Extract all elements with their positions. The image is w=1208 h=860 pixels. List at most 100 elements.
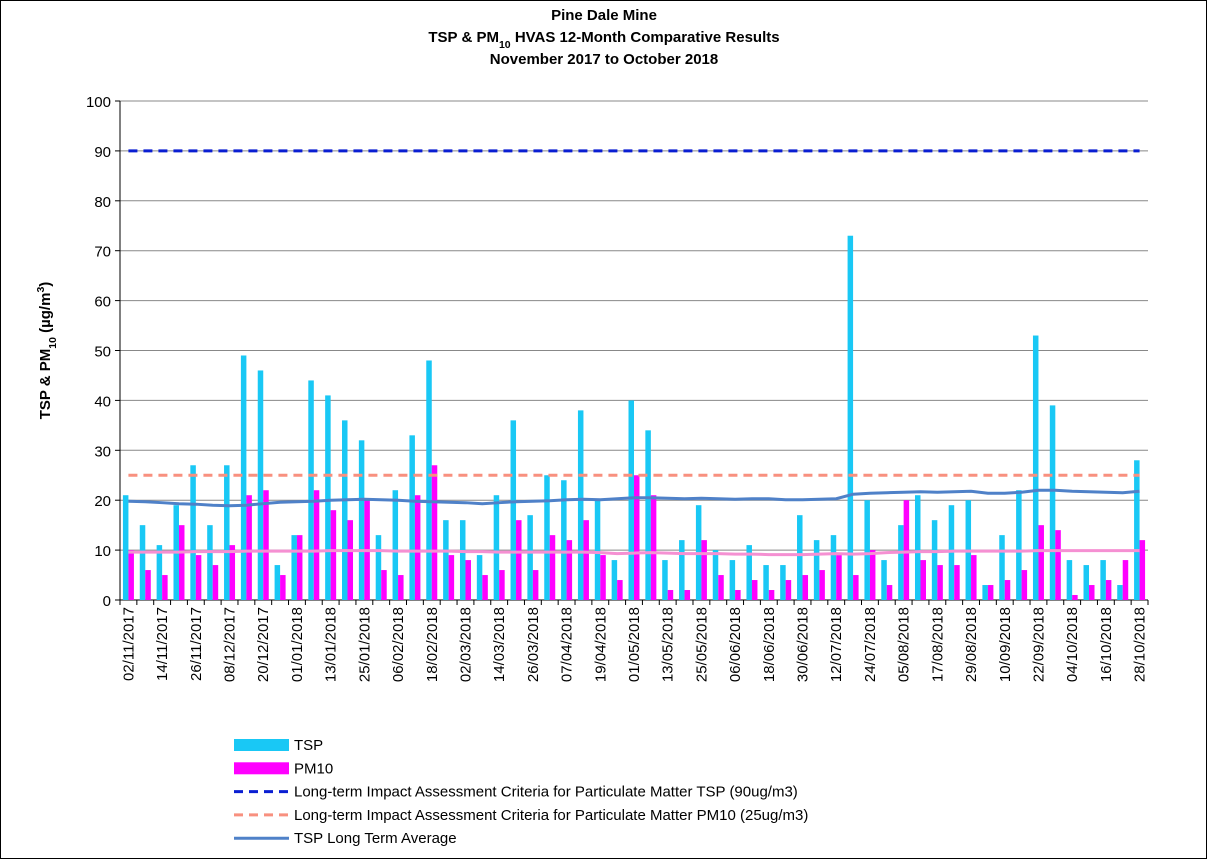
bar	[414, 495, 421, 600]
bar	[516, 520, 522, 600]
bar	[139, 525, 146, 600]
x-tick-label: 01/01/2018	[289, 607, 306, 682]
x-tick-label: 16/10/2018	[1098, 607, 1115, 682]
y-axis-label-part: 10	[47, 337, 59, 349]
bar	[667, 590, 674, 600]
chart-title: Pine Dale Mine	[551, 7, 657, 24]
bar	[1066, 560, 1073, 600]
bar	[662, 560, 668, 600]
legend-swatch	[234, 739, 289, 751]
x-tick-label: 02/03/2018	[457, 607, 474, 682]
bar	[1032, 335, 1039, 600]
bar	[162, 575, 168, 600]
x-tick-label: 08/12/2017	[222, 607, 239, 682]
y-tick-label: 10	[94, 543, 111, 560]
legend-swatch	[234, 762, 289, 775]
bar	[1049, 405, 1056, 600]
x-tick-label: 12/07/2018	[828, 607, 845, 682]
bar	[274, 565, 281, 600]
x-tick-label: 07/04/2018	[559, 607, 576, 682]
bar	[482, 575, 488, 600]
y-axis-label: TSP & PM10 (µg/m3)	[35, 282, 59, 420]
x-tick-label: 18/06/2018	[761, 607, 778, 682]
y-tick-label: 20	[94, 493, 111, 510]
bar	[853, 575, 859, 600]
bar	[886, 585, 893, 600]
bar	[903, 500, 910, 600]
bar	[325, 395, 331, 600]
legend-label: PM10	[294, 760, 333, 777]
bar	[1055, 530, 1061, 600]
bar	[566, 540, 573, 600]
bar	[178, 525, 185, 600]
bar	[291, 535, 297, 600]
bar	[729, 560, 736, 600]
bar	[476, 555, 483, 600]
chart-title-part: HVAS 12-Month Comparative Results	[511, 29, 780, 46]
bar	[881, 560, 887, 600]
bar	[398, 575, 404, 600]
x-tick-label: 13/01/2018	[323, 607, 340, 682]
chart-title: November 2017 to October 2018	[490, 51, 718, 68]
x-tick-label: 29/08/2018	[963, 607, 980, 682]
bar	[493, 495, 500, 600]
bar	[544, 475, 550, 600]
bar	[999, 535, 1005, 600]
bar	[836, 555, 842, 600]
chart-title-part: TSP & PM	[428, 29, 499, 46]
x-tick-label: 06/06/2018	[727, 607, 744, 682]
legend-label: TSP Long Term Average	[294, 830, 457, 847]
y-tick-label: 80	[94, 194, 111, 211]
x-tick-label: 22/09/2018	[1030, 607, 1047, 682]
bar	[1134, 460, 1140, 600]
x-tick-label: 01/05/2018	[626, 607, 643, 682]
x-tick-label: 24/07/2018	[862, 607, 879, 682]
bar	[375, 535, 382, 600]
x-tick-label: 05/08/2018	[896, 607, 913, 682]
bar	[785, 580, 792, 600]
bar	[735, 590, 741, 600]
bar	[527, 515, 533, 600]
bar	[813, 540, 820, 600]
bar	[898, 525, 904, 600]
x-tick-label: 26/03/2018	[525, 607, 542, 682]
bar	[712, 550, 719, 600]
bar	[1122, 560, 1129, 600]
bar	[594, 500, 601, 600]
y-tick-label: 90	[94, 144, 111, 161]
average-line	[128, 488, 1140, 508]
bar	[577, 410, 584, 600]
x-tick-label: 26/11/2017	[188, 607, 205, 681]
bar	[931, 520, 938, 600]
bar	[600, 555, 606, 600]
bar	[381, 570, 387, 600]
bar	[1139, 540, 1146, 600]
bar	[263, 490, 269, 600]
bar	[145, 570, 151, 600]
bar	[561, 480, 567, 600]
bar	[914, 495, 921, 600]
bar	[532, 570, 539, 600]
bar	[802, 575, 809, 600]
bar	[426, 360, 432, 600]
bar	[1016, 490, 1022, 600]
x-tick-label: 19/04/2018	[592, 607, 609, 682]
bar	[257, 370, 264, 600]
x-tick-label: 06/02/2018	[390, 607, 407, 682]
bar	[280, 575, 286, 600]
bar	[847, 235, 854, 601]
y-tick-label: 50	[94, 344, 111, 361]
bar	[971, 555, 977, 600]
y-tick-label: 30	[94, 443, 111, 460]
x-tick-label: 02/11/2017	[120, 607, 137, 681]
x-tick-label: 04/10/2018	[1064, 607, 1081, 682]
x-tick-label: 13/05/2018	[660, 607, 677, 682]
bar	[156, 545, 163, 600]
bar	[780, 565, 786, 600]
bar	[195, 555, 202, 600]
bar	[797, 515, 803, 600]
bar	[650, 495, 657, 600]
bar	[392, 490, 399, 600]
